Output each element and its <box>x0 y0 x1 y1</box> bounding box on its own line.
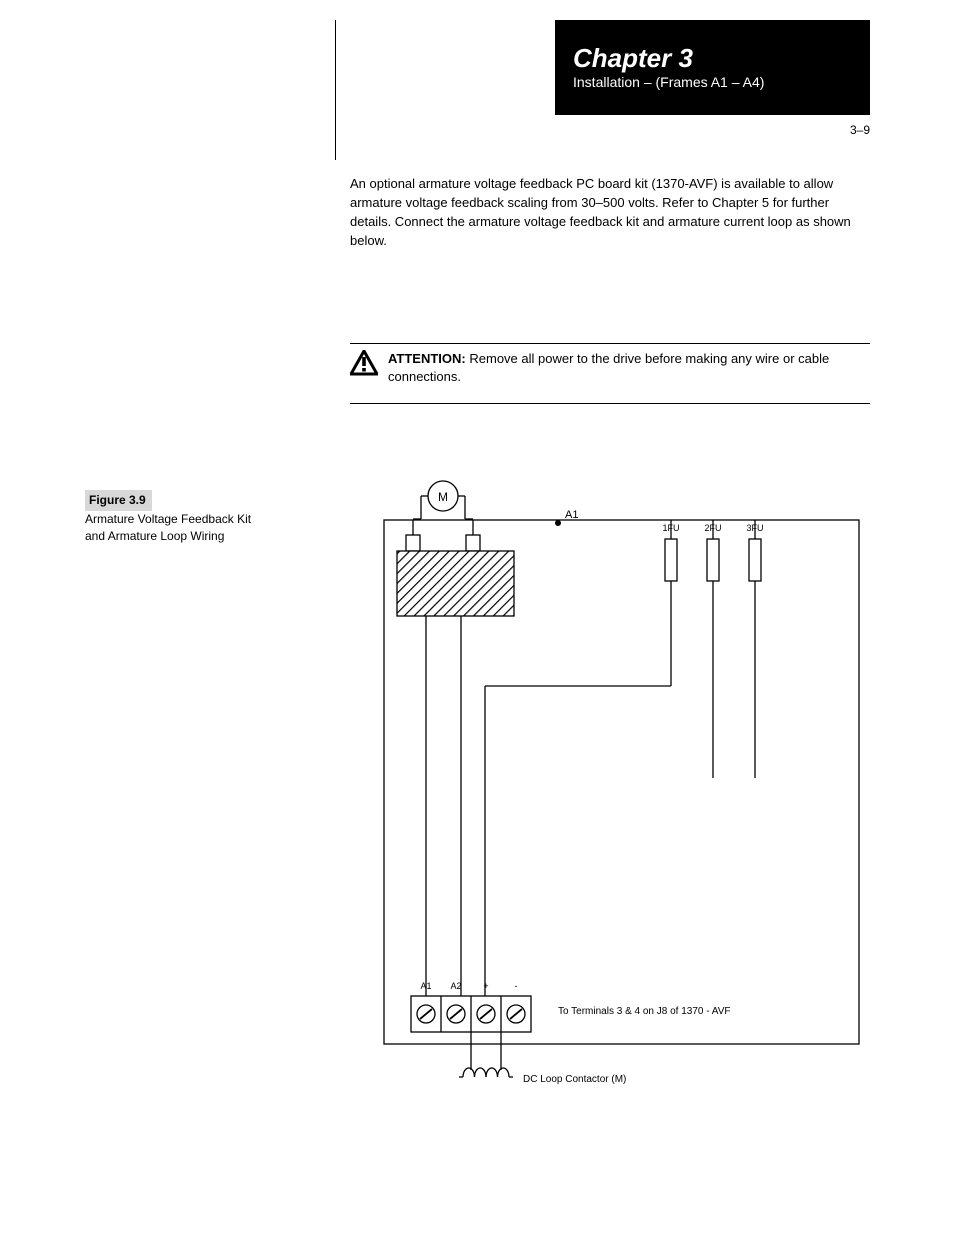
svg-text:1FU: 1FU <box>662 523 679 533</box>
figure-caption: Figure 3.9 Armature Voltage Feedback Kit… <box>85 490 285 544</box>
svg-text:3FU: 3FU <box>746 523 763 533</box>
attention-block: ATTENTION: Remove all power to the drive… <box>350 350 870 385</box>
svg-text:-: - <box>515 981 518 991</box>
attention-label: ATTENTION: <box>388 351 466 366</box>
svg-text:DC Loop Contactor (M): DC Loop Contactor (M) <box>523 1074 626 1085</box>
chapter-label: Chapter 3 <box>573 44 852 73</box>
attention-text: ATTENTION: Remove all power to the drive… <box>388 350 870 385</box>
rule-top <box>350 343 870 344</box>
chapter-subtitle: Installation – (Frames A1 – A4) <box>573 74 852 91</box>
svg-text:To Terminals 3 & 4 on J8 of 13: To Terminals 3 & 4 on J8 of 1370 - AVF <box>558 1006 731 1017</box>
wiring-diagram: M A1 1FU 2FU 3FU A1 A2 + - To Terminals 3 & 4 on … <box>373 478 870 1113</box>
intro-paragraph: An optional armature voltage feedback PC… <box>350 175 870 250</box>
page-number: 3–9 <box>850 123 870 137</box>
figure-caption-line-2: and Armature Loop Wiring <box>85 529 224 543</box>
warning-triangle-icon <box>350 350 378 376</box>
header-divider <box>335 20 336 160</box>
svg-text:+: + <box>483 981 488 991</box>
svg-text:A2: A2 <box>450 981 461 991</box>
document-page: Chapter 3 Installation – (Frames A1 – A4… <box>0 0 954 1235</box>
svg-text:M: M <box>438 490 448 504</box>
svg-text:A1: A1 <box>565 509 578 521</box>
figure-caption-line-1: Armature Voltage Feedback Kit <box>85 512 251 526</box>
figure-number: Figure 3.9 <box>85 490 152 511</box>
svg-text:2FU: 2FU <box>704 523 721 533</box>
chapter-header-box: Chapter 3 Installation – (Frames A1 – A4… <box>555 20 870 115</box>
rule-bottom <box>350 403 870 404</box>
svg-text:A1: A1 <box>420 981 431 991</box>
